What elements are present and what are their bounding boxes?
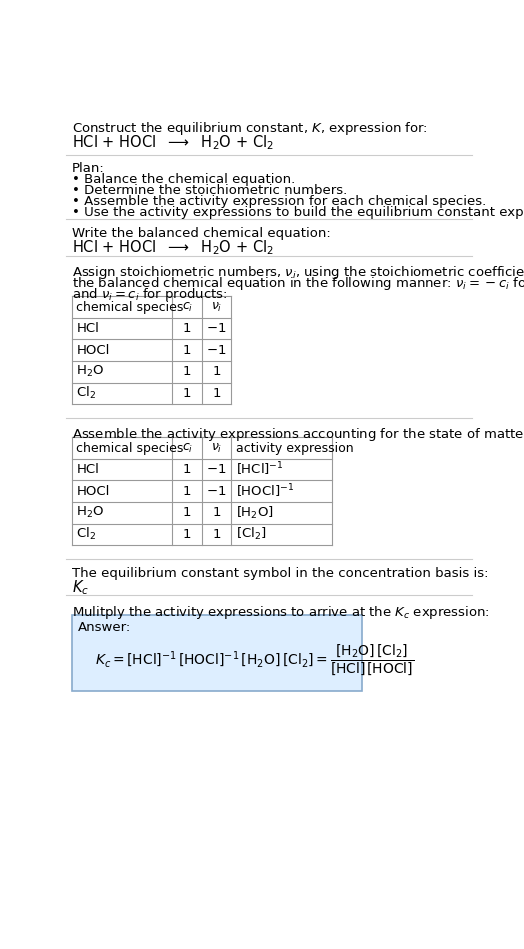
Text: [HOCl]$^{-1}$: [HOCl]$^{-1}$ [236,482,294,500]
Text: HCl: HCl [77,323,99,335]
Text: HCl: HCl [77,463,99,476]
Text: Cl$_2$: Cl$_2$ [77,527,96,542]
Text: 1: 1 [183,323,191,335]
Text: Mulitply the activity expressions to arrive at the $K_c$ expression:: Mulitply the activity expressions to arr… [72,605,489,622]
Text: $K_c$: $K_c$ [72,578,89,597]
Text: H$_2$O: H$_2$O [77,505,104,520]
Text: $1$: $1$ [212,506,221,519]
Text: HOCl: HOCl [77,344,110,357]
Text: HCl + HOCl  $\longrightarrow$  H$_2$O + Cl$_2$: HCl + HOCl $\longrightarrow$ H$_2$O + Cl… [72,133,274,152]
Text: HCl + HOCl  $\longrightarrow$  H$_2$O + Cl$_2$: HCl + HOCl $\longrightarrow$ H$_2$O + Cl… [72,238,274,256]
Text: • Use the activity expressions to build the equilibrium constant expression.: • Use the activity expressions to build … [72,206,524,218]
Text: $-1$: $-1$ [206,344,227,357]
Text: Answer:: Answer: [78,622,131,634]
Text: The equilibrium constant symbol in the concentration basis is:: The equilibrium constant symbol in the c… [72,567,488,580]
Text: Plan:: Plan: [72,162,104,176]
Text: $c_i$: $c_i$ [181,301,193,314]
Text: 1: 1 [183,506,191,519]
FancyBboxPatch shape [72,615,362,691]
Text: $K_c = \mathrm{[HCl]^{-1}\,[HOCl]^{-1}\,[H_2O]\,[Cl_2] = \dfrac{[H_2O]\,[Cl_2]}{: $K_c = \mathrm{[HCl]^{-1}\,[HOCl]^{-1}\,… [95,642,414,678]
Text: 1: 1 [183,344,191,357]
Text: 1: 1 [183,485,191,497]
Text: Assign stoichiometric numbers, $\nu_i$, using the stoichiometric coefficients, $: Assign stoichiometric numbers, $\nu_i$, … [72,264,524,281]
Text: 1: 1 [183,463,191,476]
Text: [Cl$_2$]: [Cl$_2$] [236,527,267,542]
Text: activity expression: activity expression [236,441,354,455]
Text: $1$: $1$ [212,365,221,379]
Text: H$_2$O: H$_2$O [77,364,104,380]
Text: $1$: $1$ [212,387,221,400]
Text: Cl$_2$: Cl$_2$ [77,385,96,401]
Text: [HCl]$^{-1}$: [HCl]$^{-1}$ [236,461,284,478]
Text: $-1$: $-1$ [206,485,227,497]
Text: chemical species: chemical species [77,301,184,314]
Text: chemical species: chemical species [77,441,184,455]
Text: and $\nu_i = c_i$ for products:: and $\nu_i = c_i$ for products: [72,286,227,303]
Text: • Assemble the activity expression for each chemical species.: • Assemble the activity expression for e… [72,195,486,208]
Text: 1: 1 [183,365,191,379]
Text: $1$: $1$ [212,528,221,541]
Text: $-1$: $-1$ [206,463,227,476]
Text: Write the balanced chemical equation:: Write the balanced chemical equation: [72,227,331,240]
Text: Assemble the activity expressions accounting for the state of matter and $\nu_i$: Assemble the activity expressions accoun… [72,426,524,443]
Text: $-1$: $-1$ [206,323,227,335]
Text: $\nu_i$: $\nu_i$ [211,301,222,314]
Text: $c_i$: $c_i$ [181,441,193,455]
Text: • Determine the stoichiometric numbers.: • Determine the stoichiometric numbers. [72,184,347,197]
Text: [H$_2$O]: [H$_2$O] [236,505,274,521]
Text: Construct the equilibrium constant, $K$, expression for:: Construct the equilibrium constant, $K$,… [72,120,428,137]
Text: 1: 1 [183,387,191,400]
Text: the balanced chemical equation in the following manner: $\nu_i = -c_i$ for react: the balanced chemical equation in the fo… [72,275,524,291]
Text: • Balance the chemical equation.: • Balance the chemical equation. [72,173,295,186]
Text: HOCl: HOCl [77,485,110,497]
Text: $\nu_i$: $\nu_i$ [211,441,222,455]
Text: 1: 1 [183,528,191,541]
